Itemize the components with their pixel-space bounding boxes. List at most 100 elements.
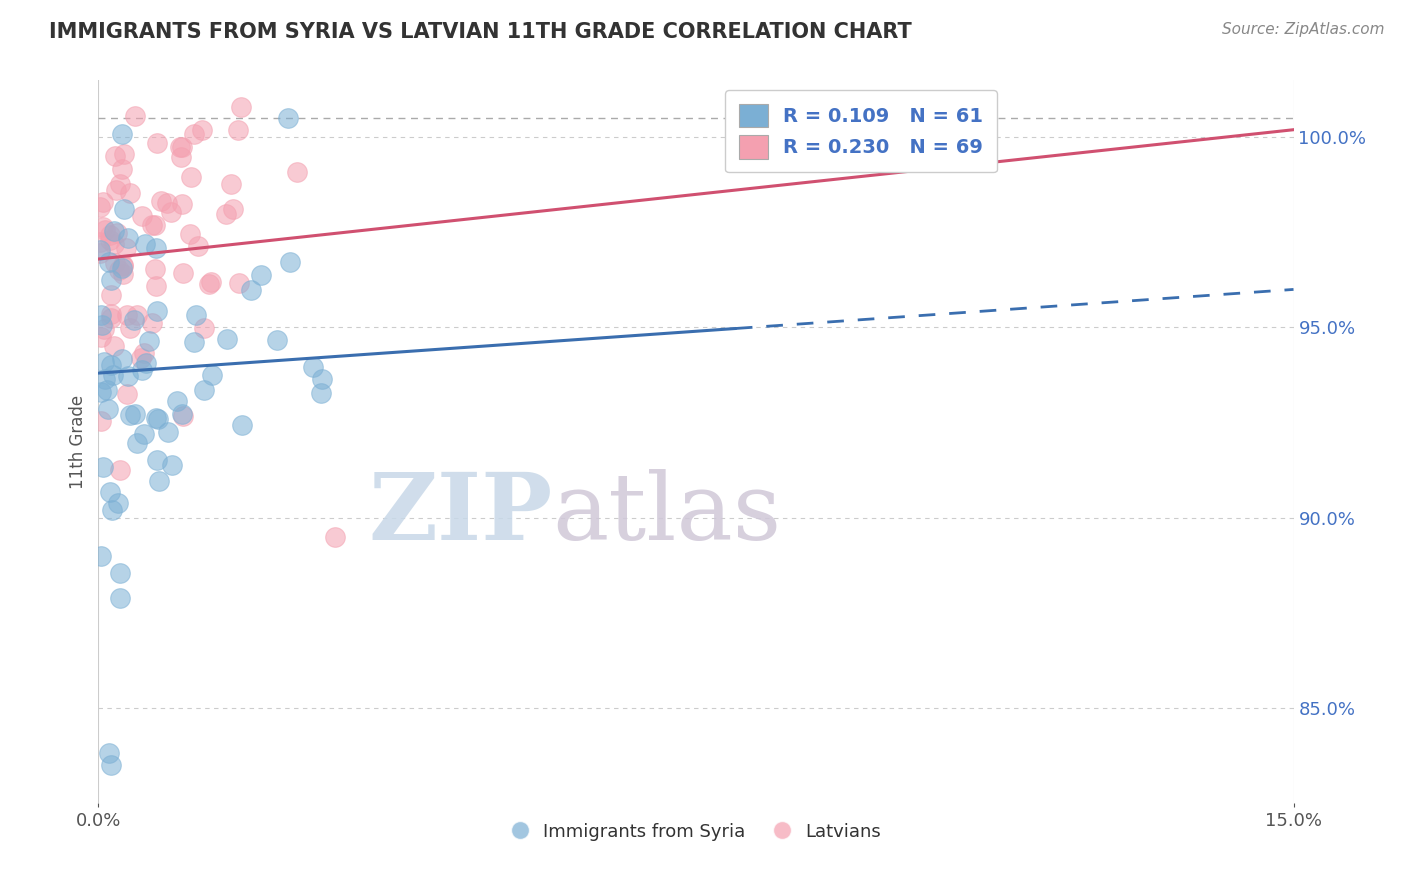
Point xyxy=(90,549,112,563)
Point xyxy=(103,339,125,353)
Point xyxy=(98,747,121,761)
Point xyxy=(91,460,114,475)
Point xyxy=(215,332,238,346)
Point xyxy=(117,369,139,384)
Point xyxy=(143,218,166,232)
Point xyxy=(100,757,122,772)
Point xyxy=(96,383,118,397)
Point xyxy=(129,351,152,366)
Point xyxy=(112,146,135,161)
Point xyxy=(100,307,122,321)
Point xyxy=(131,209,153,223)
Point xyxy=(146,304,169,318)
Point xyxy=(117,231,139,245)
Point xyxy=(193,383,215,397)
Point xyxy=(145,410,167,425)
Text: ZIP: ZIP xyxy=(368,469,553,558)
Point xyxy=(93,322,115,336)
Point xyxy=(156,195,179,210)
Point xyxy=(108,463,131,477)
Point xyxy=(145,452,167,467)
Text: IMMIGRANTS FROM SYRIA VS LATVIAN 11TH GRADE CORRELATION CHART: IMMIGRANTS FROM SYRIA VS LATVIAN 11TH GR… xyxy=(49,22,912,42)
Point xyxy=(148,475,170,489)
Point xyxy=(143,261,166,276)
Point xyxy=(135,356,157,370)
Point xyxy=(111,162,134,177)
Text: Source: ZipAtlas.com: Source: ZipAtlas.com xyxy=(1222,22,1385,37)
Point xyxy=(89,235,111,249)
Point xyxy=(104,256,127,270)
Point xyxy=(91,195,114,210)
Point xyxy=(101,368,124,382)
Point xyxy=(97,401,120,416)
Point xyxy=(112,258,135,272)
Point xyxy=(118,408,141,422)
Point xyxy=(94,223,117,237)
Point xyxy=(198,277,221,291)
Point xyxy=(90,308,112,322)
Point xyxy=(277,112,299,126)
Point xyxy=(160,204,183,219)
Point xyxy=(170,140,193,154)
Point xyxy=(215,207,238,221)
Point xyxy=(100,287,122,301)
Point xyxy=(104,183,127,197)
Point xyxy=(101,503,124,517)
Point xyxy=(172,409,194,424)
Point xyxy=(193,320,215,334)
Point xyxy=(98,485,121,500)
Point xyxy=(156,425,179,439)
Point xyxy=(100,310,122,325)
Point xyxy=(285,165,308,179)
Point xyxy=(228,276,250,290)
Point xyxy=(89,245,111,260)
Point xyxy=(141,316,163,330)
Point xyxy=(149,194,172,209)
Point xyxy=(201,368,224,383)
Point xyxy=(160,458,183,472)
Point xyxy=(229,100,252,114)
Point xyxy=(145,241,167,255)
Point xyxy=(89,243,111,257)
Y-axis label: 11th Grade: 11th Grade xyxy=(69,394,87,489)
Point xyxy=(90,414,112,428)
Point xyxy=(105,226,128,240)
Point xyxy=(146,136,169,150)
Point xyxy=(250,268,273,282)
Point xyxy=(172,407,194,421)
Point xyxy=(110,177,132,191)
Point xyxy=(134,427,156,442)
Point xyxy=(98,254,121,268)
Point xyxy=(124,109,146,123)
Point xyxy=(110,352,132,367)
Point xyxy=(311,371,333,385)
Text: atlas: atlas xyxy=(553,469,782,558)
Point xyxy=(183,335,205,350)
Point xyxy=(187,239,209,253)
Point xyxy=(103,224,125,238)
Point xyxy=(134,237,156,252)
Point xyxy=(240,284,263,298)
Point xyxy=(127,436,149,450)
Point xyxy=(124,407,146,421)
Point xyxy=(180,169,202,184)
Point xyxy=(93,355,115,369)
Point xyxy=(100,358,122,372)
Point xyxy=(112,202,135,217)
Point xyxy=(111,260,134,275)
Point xyxy=(115,308,138,322)
Point xyxy=(231,417,253,432)
Point xyxy=(278,254,301,268)
Point xyxy=(228,123,250,137)
Point xyxy=(221,202,243,216)
Point xyxy=(98,227,121,242)
Point xyxy=(114,241,136,255)
Point xyxy=(141,219,163,233)
Point xyxy=(186,308,208,322)
Point xyxy=(145,279,167,293)
Point xyxy=(91,220,114,235)
Point xyxy=(166,394,188,409)
Point xyxy=(323,530,346,544)
Point xyxy=(118,186,141,201)
Point xyxy=(221,178,243,192)
